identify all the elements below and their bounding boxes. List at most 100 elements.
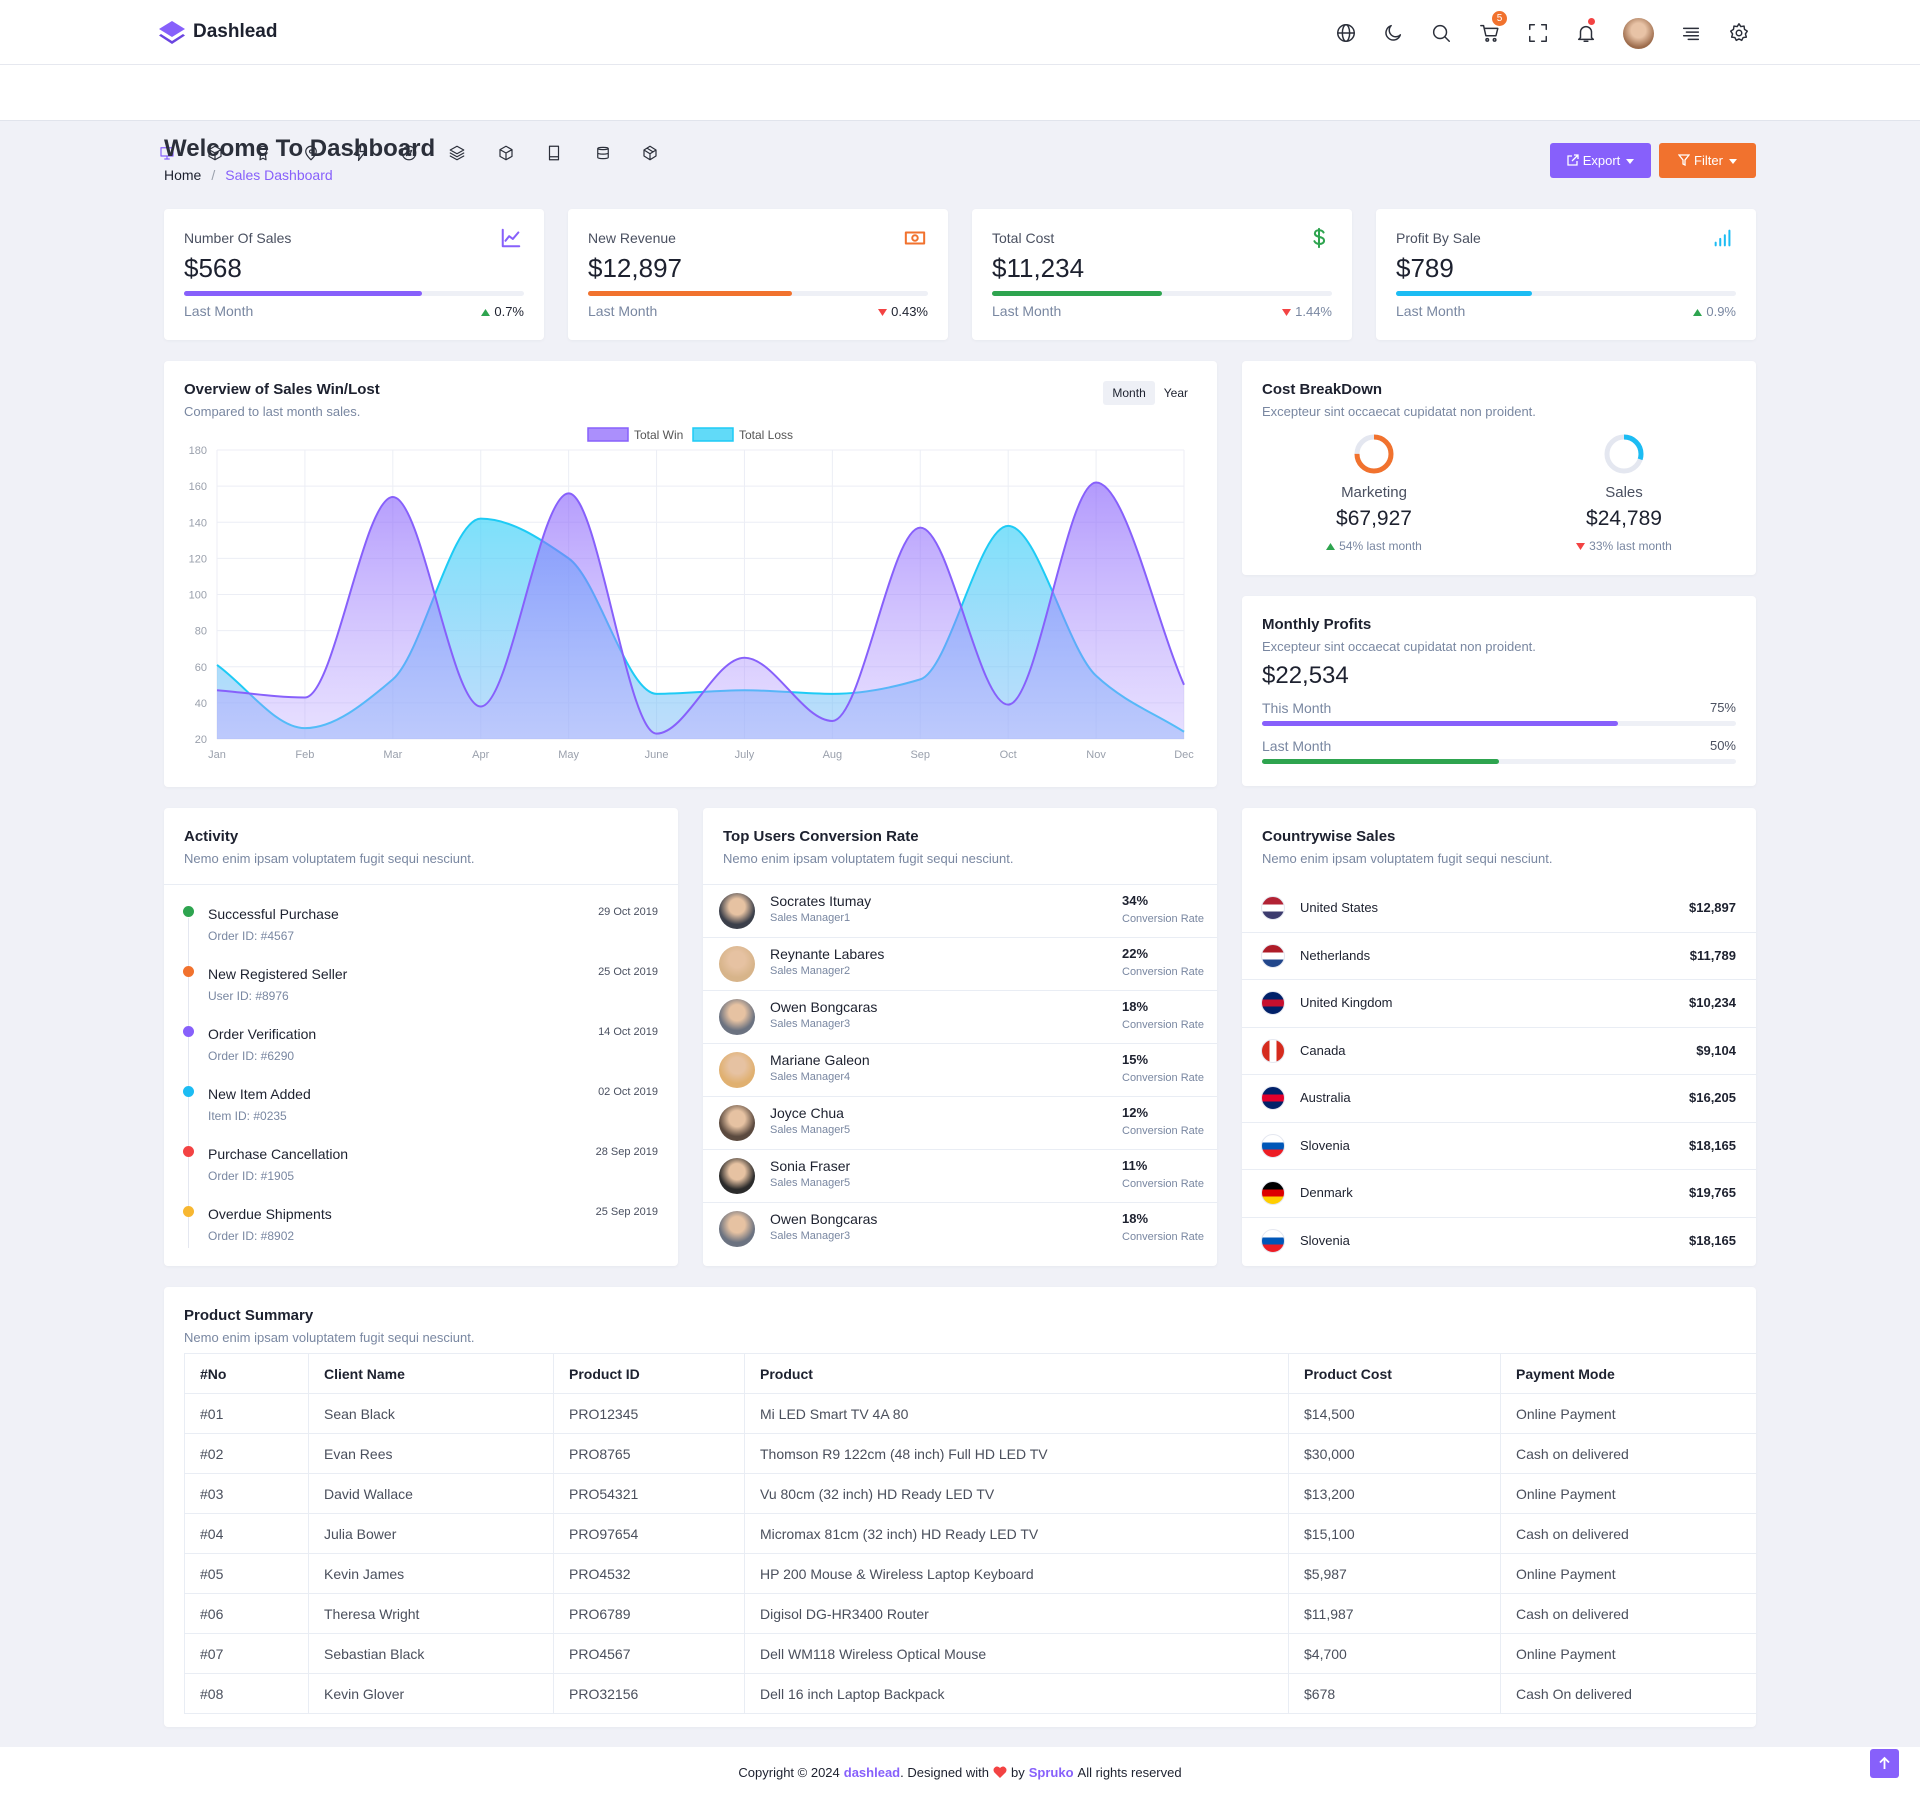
activity-date: 14 Oct 2019 — [598, 1026, 658, 1038]
icon-path — [353, 144, 366, 162]
footer: Copyright © 2024 dashlead. Designed with b… — [0, 1747, 1920, 1799]
nav-icon[interactable] — [351, 144, 369, 162]
progress-fill — [588, 291, 792, 296]
stat-value: $12,897 — [588, 253, 682, 283]
activity-title: Successful Purchase — [208, 906, 339, 922]
donut — [1604, 434, 1644, 474]
fullscreen-icon[interactable] — [1527, 22, 1549, 44]
chart: 20 40 60 80 100 120 140 160 180 Jan Feb Mar Apr May Ju… — [189, 427, 1194, 761]
nav-icon[interactable] — [594, 144, 612, 162]
country-name: United States — [1300, 900, 1379, 915]
cart-icon[interactable] — [1479, 22, 1501, 44]
table-row: #04 Julia Bower PRO97654 Micromax 81cm (32 … — [184, 1513, 1756, 1554]
search-icon[interactable] — [1430, 22, 1452, 44]
stat-value: $789 — [1396, 253, 1454, 283]
y-tick-label: 140 — [189, 517, 207, 529]
stat-icon — [904, 231, 926, 245]
stat-change: 1.44% — [1282, 304, 1332, 319]
breadcrumb-item[interactable]: Home — [164, 167, 202, 183]
table-row: #06 Theresa Wright PRO6789 Digisol DG-HR340… — [184, 1593, 1756, 1634]
card-title: Cost BreakDown — [1262, 381, 1383, 398]
activity-card: Activity Nemo enim ipsam voluptatem fugit… — [164, 808, 678, 1266]
footer-text[interactable]: dashlead — [843, 1765, 901, 1780]
nav-icon[interactable] — [400, 144, 418, 162]
icon-path — [401, 145, 417, 161]
x-tick-label: Apr — [472, 749, 489, 761]
stat-title: Profit By Sale — [1396, 230, 1481, 246]
progress-label: This Month — [1262, 700, 1332, 716]
breadcrumb: Home / Sales Dashboard — [164, 167, 333, 183]
column-header: #No — [184, 1353, 309, 1394]
progress-track — [1396, 291, 1736, 296]
conversion-rate: 15% — [1122, 1052, 1149, 1067]
nav-icon[interactable] — [302, 144, 320, 162]
nav-icon[interactable] — [545, 144, 563, 162]
row-divider — [1242, 1169, 1756, 1170]
stat-card: Profit By Sale $789 Last Month 0.9% — [1376, 209, 1756, 340]
breadcrumb-item[interactable]: Sales Dashboard — [225, 167, 333, 183]
stat-icon — [1313, 227, 1326, 249]
x-tick-label: July — [735, 749, 755, 761]
scroll-top-button[interactable] — [1870, 1749, 1899, 1778]
table-cell: #07 — [184, 1633, 309, 1674]
conversion-rate: 22% — [1122, 946, 1149, 961]
trend-down-icon — [878, 309, 888, 317]
table-cell: Mi LED Smart TV 4A 80 — [744, 1393, 1289, 1434]
stat-card: Total Cost $11,234 Last Month 1.44% — [972, 209, 1352, 340]
legend-label: Total Win — [634, 428, 683, 442]
footer-text: Copyright © 2024 — [738, 1765, 840, 1780]
export-button[interactable]: Export — [1550, 143, 1651, 178]
icon-path — [1567, 154, 1579, 166]
notification-icon[interactable] — [1575, 22, 1597, 44]
filter-button[interactable]: Filter — [1659, 143, 1756, 178]
user-role: Sales Manager2 — [770, 965, 851, 977]
x-tick-label: Dec — [1174, 749, 1194, 761]
progress-fill — [1262, 759, 1499, 764]
footer-text: . Designed with — [900, 1765, 990, 1780]
nav-icon[interactable] — [641, 144, 659, 162]
table-cell: Theresa Wright — [308, 1593, 554, 1634]
progress-track — [588, 291, 928, 296]
user-avatar — [719, 1105, 755, 1141]
countrywise-card: Countrywise Sales Nemo enim ipsam volupta… — [1242, 808, 1756, 1266]
nav-icon[interactable] — [206, 144, 224, 162]
timeline-dot — [183, 1026, 194, 1037]
progress-fill — [184, 291, 422, 296]
card-subtitle: Nemo enim ipsam voluptatem fugit sequi n… — [723, 851, 1014, 866]
row-divider — [1242, 931, 1756, 933]
footer-text[interactable]: Spruko — [1028, 1765, 1074, 1780]
user-name: Joyce Chua — [770, 1105, 844, 1121]
user-name: Sonia Fraser — [770, 1158, 851, 1174]
progress-label: Last Month — [1262, 738, 1332, 754]
stat-title: New Revenue — [588, 230, 676, 246]
icon-nav — [0, 65, 1920, 162]
nav-icon[interactable] — [497, 144, 515, 162]
language-icon[interactable] — [1335, 22, 1357, 44]
table-row: #03 David Wallace PRO54321 Vu 80cm (32 inch… — [184, 1473, 1756, 1514]
user-role: Sales Manager5 — [770, 1177, 851, 1189]
menu-icon[interactable] — [1680, 22, 1702, 44]
heart-icon — [993, 1766, 1007, 1778]
user-name: Owen Bongcaras — [770, 999, 878, 1015]
note-text: 33% last month — [1589, 539, 1672, 553]
nav-icon[interactable] — [254, 144, 272, 162]
toggle-button[interactable]: Year — [1163, 386, 1188, 400]
country-amount: $12,897 — [1689, 900, 1736, 915]
row-divider — [703, 990, 1217, 991]
table-cell: Sebastian Black — [308, 1633, 554, 1674]
settings-icon[interactable] — [1728, 22, 1750, 44]
nav-icon[interactable] — [448, 144, 466, 162]
stat-value: $11,234 — [992, 253, 1085, 283]
conversion-label: Conversion Rate — [1122, 966, 1204, 978]
stat-change: 0.43% — [878, 304, 928, 319]
theme-icon[interactable] — [1382, 22, 1404, 44]
conversion-label: Conversion Rate — [1122, 1125, 1204, 1137]
divider — [164, 884, 678, 885]
user-avatar[interactable] — [1623, 18, 1654, 49]
row-divider — [703, 937, 1217, 938]
progress-track — [1262, 759, 1736, 764]
nav-icon[interactable] — [158, 144, 176, 162]
country-name: Denmark — [1300, 1185, 1353, 1200]
brand[interactable]: Dashlead — [193, 21, 278, 42]
toggle-button[interactable]: Month — [1103, 381, 1155, 405]
